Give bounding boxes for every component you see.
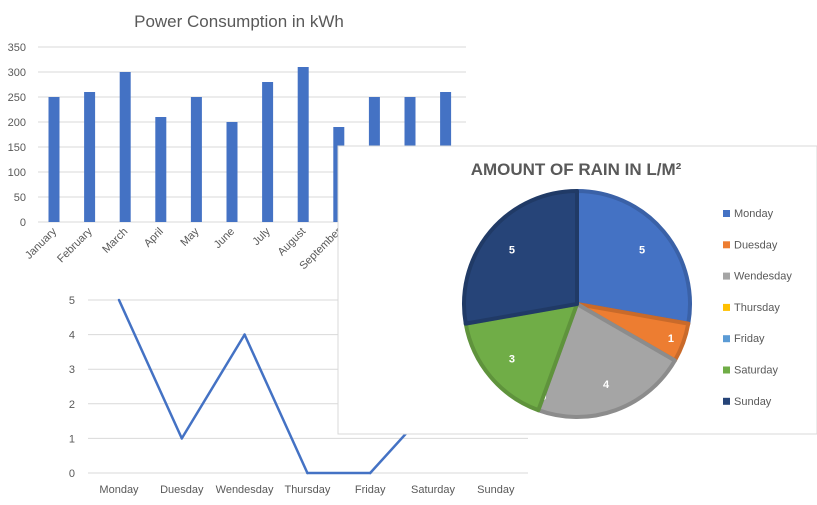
bar-y-tick-label: 100: [8, 167, 26, 179]
pie-legend-label: Sunday: [734, 396, 772, 408]
pie-data-label: 1: [668, 333, 674, 345]
bar: [190, 97, 202, 222]
pie-legend-swatch: [723, 272, 730, 280]
pie-slice: [575, 189, 692, 326]
pie-slice: [463, 302, 579, 413]
line-y-tick-label: 5: [69, 295, 75, 307]
pie-slice: [536, 302, 677, 419]
line-x-tick-label: Wendesday: [216, 484, 274, 496]
line-x-tick-label: Friday: [355, 484, 386, 496]
line-series-segment: [180, 333, 246, 440]
pie-legend-label: Friday: [734, 333, 765, 345]
bar-x-tick-label: May: [178, 225, 202, 249]
bar-y-tick-label: 50: [14, 192, 26, 204]
bar-x-tick-label: August: [276, 226, 309, 259]
pie-legend-swatch: [723, 397, 730, 405]
line-x-tick-label: Monday: [99, 484, 139, 496]
bar: [262, 82, 274, 222]
bar-y-tick-label: 200: [8, 117, 26, 129]
bar-y-tick-label: 250: [8, 92, 26, 104]
bar-x-tick-label: January: [23, 225, 60, 262]
bar-x-tick-label: February: [55, 225, 95, 265]
bar: [48, 97, 60, 222]
bar: [226, 122, 238, 222]
pie-data-label: 3: [509, 354, 515, 366]
line-y-tick-label: 4: [69, 330, 75, 342]
pie-legend-label: Wendesday: [734, 271, 792, 283]
pie-legend-swatch: [723, 241, 730, 249]
bar-y-tick-label: 350: [8, 42, 26, 54]
pie-data-label: 5: [639, 244, 645, 256]
line-series-segment: [243, 333, 309, 475]
pie-legend-swatch: [723, 210, 730, 217]
bar-x-tick-label: March: [100, 226, 130, 256]
line-y-tick-label: 2: [69, 399, 75, 411]
bar-y-tick-label: 300: [8, 67, 26, 79]
bar: [84, 92, 96, 222]
line-x-tick-label: Sunday: [477, 484, 515, 496]
pie-slice: [462, 189, 579, 326]
pie-data-label: 5: [509, 244, 515, 256]
pie-chart-title: AMOUNT OF RAIN IN L/M²: [471, 160, 682, 179]
bar: [297, 67, 309, 222]
line-y-tick-label: 3: [69, 364, 75, 376]
line-series-segment: [117, 298, 184, 440]
line-y-tick-label: 1: [69, 433, 75, 445]
bar-chart-title: Power Consumption in kWh: [134, 12, 344, 31]
pie-legend-label: Monday: [734, 208, 774, 220]
pie-data-label: 4: [603, 379, 610, 391]
pie-legend-label: Duesday: [734, 239, 778, 251]
pie-legend-swatch: [723, 366, 730, 374]
pie-legend-label: Thursday: [734, 302, 780, 314]
line-x-tick-label: Saturday: [411, 484, 456, 496]
bar-x-tick-label: June: [212, 226, 237, 251]
pie-legend-swatch: [723, 303, 730, 311]
bar-y-tick-label: 0: [20, 217, 26, 229]
bar-x-tick-label: July: [250, 225, 273, 248]
pie-legend-swatch: [723, 335, 730, 343]
line-x-tick-label: Duesday: [160, 484, 204, 496]
bar: [119, 72, 131, 222]
bar-y-tick-label: 150: [8, 142, 26, 154]
pie-chart: AMOUNT OF RAIN IN L/M² 5140035MondayDues…: [462, 160, 792, 419]
line-x-tick-label: Thursday: [284, 484, 330, 496]
bar-x-tick-label: April: [142, 226, 166, 250]
bar: [155, 117, 167, 222]
pie-legend-label: Saturday: [734, 365, 779, 377]
line-y-tick-label: 0: [69, 468, 75, 480]
